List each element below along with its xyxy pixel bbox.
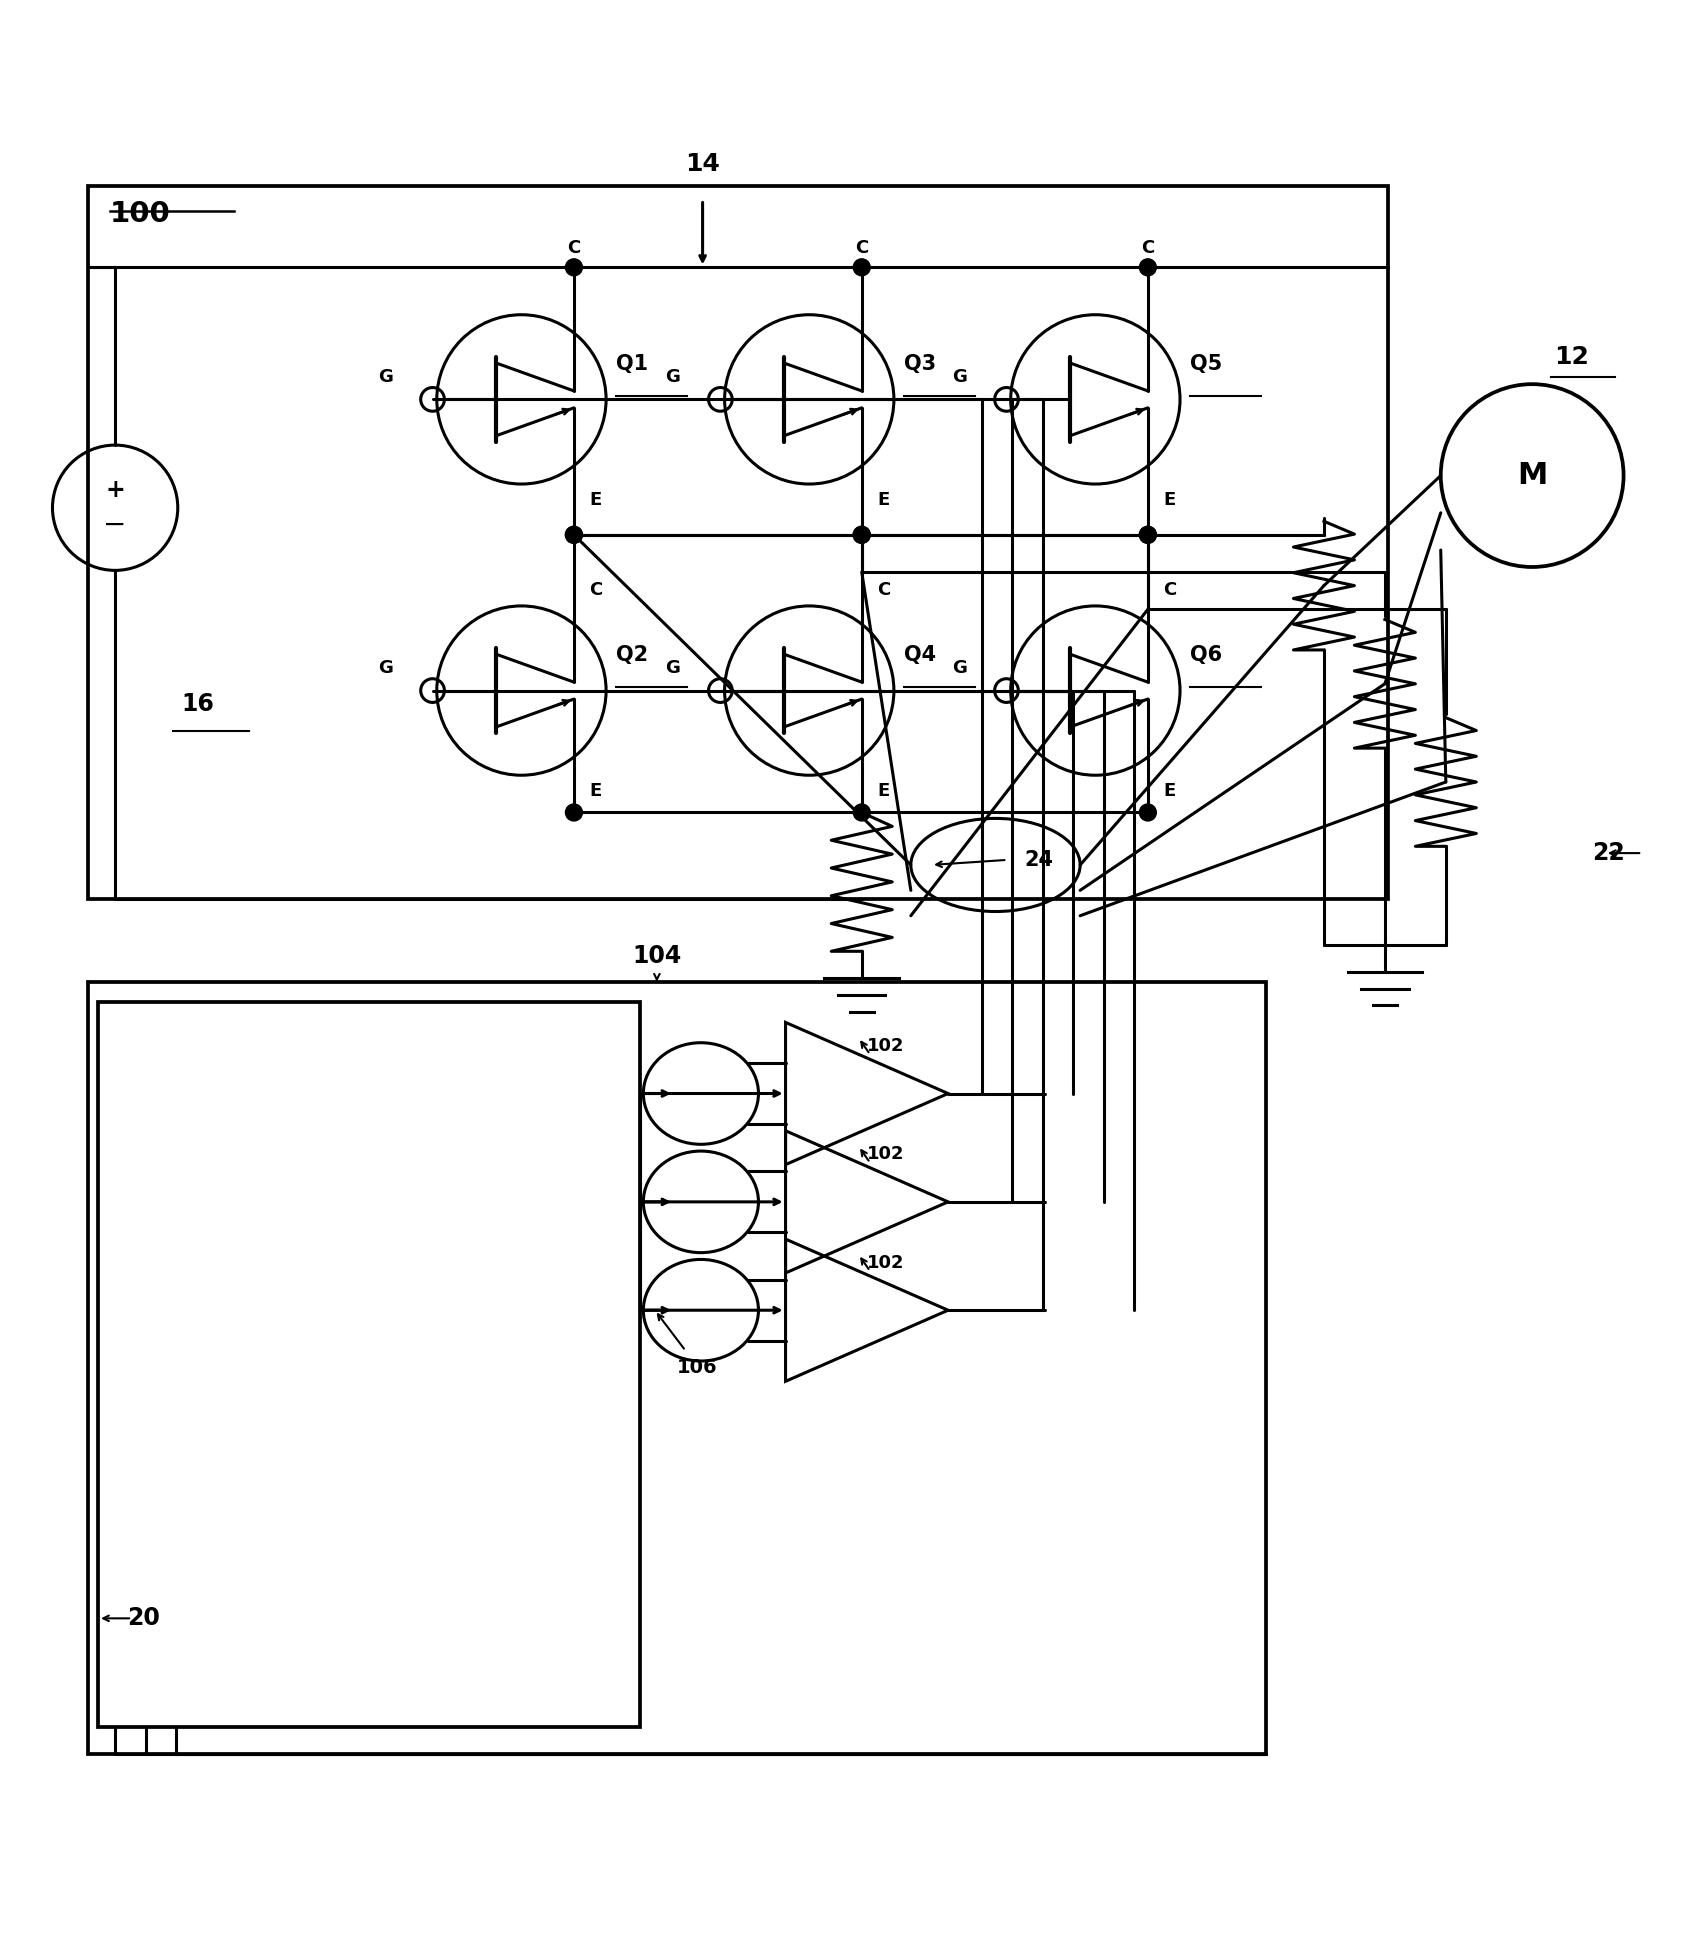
Text: 106: 106 [677, 1359, 718, 1377]
Text: E: E [1163, 491, 1175, 509]
Text: 16: 16 [181, 692, 213, 716]
Text: 12: 12 [1554, 345, 1590, 369]
Text: Q5: Q5 [1190, 353, 1222, 374]
Text: G: G [951, 659, 967, 677]
Text: G: G [951, 369, 967, 386]
Circle shape [1139, 526, 1156, 544]
Circle shape [853, 526, 870, 544]
Circle shape [565, 526, 582, 544]
Text: C: C [567, 240, 581, 257]
Text: 24: 24 [1024, 850, 1053, 870]
Text: 102: 102 [867, 1145, 904, 1164]
Text: E: E [1163, 782, 1175, 800]
Circle shape [853, 526, 870, 544]
Text: −: − [103, 511, 127, 540]
Text: C: C [1163, 581, 1177, 599]
Circle shape [1139, 803, 1156, 821]
Circle shape [1139, 259, 1156, 275]
Text: M: M [1517, 460, 1547, 489]
Text: C: C [855, 240, 869, 257]
Text: G: G [665, 369, 681, 386]
Circle shape [565, 803, 582, 821]
Circle shape [565, 526, 582, 544]
Text: E: E [877, 491, 889, 509]
Circle shape [565, 259, 582, 275]
Text: 100: 100 [110, 199, 171, 228]
Text: +: + [105, 478, 125, 503]
Text: 102: 102 [867, 1037, 904, 1055]
Text: C: C [589, 581, 603, 599]
Text: E: E [589, 491, 601, 509]
Text: 20: 20 [127, 1607, 161, 1630]
Text: E: E [589, 782, 601, 800]
Text: C: C [1141, 240, 1155, 257]
Text: G: G [378, 659, 393, 677]
Text: E: E [877, 782, 889, 800]
Text: 22: 22 [1593, 840, 1625, 866]
Circle shape [853, 803, 870, 821]
Text: Q2: Q2 [616, 645, 648, 665]
Text: Q4: Q4 [904, 645, 936, 665]
Text: G: G [665, 659, 681, 677]
Text: C: C [877, 581, 891, 599]
Text: 104: 104 [631, 944, 682, 969]
Text: Q1: Q1 [616, 353, 648, 374]
Circle shape [853, 259, 870, 275]
Text: 102: 102 [867, 1254, 904, 1271]
Circle shape [1139, 526, 1156, 544]
Text: Q3: Q3 [904, 353, 936, 374]
Text: G: G [378, 369, 393, 386]
Text: Q6: Q6 [1190, 645, 1222, 665]
Text: 14: 14 [686, 152, 720, 176]
